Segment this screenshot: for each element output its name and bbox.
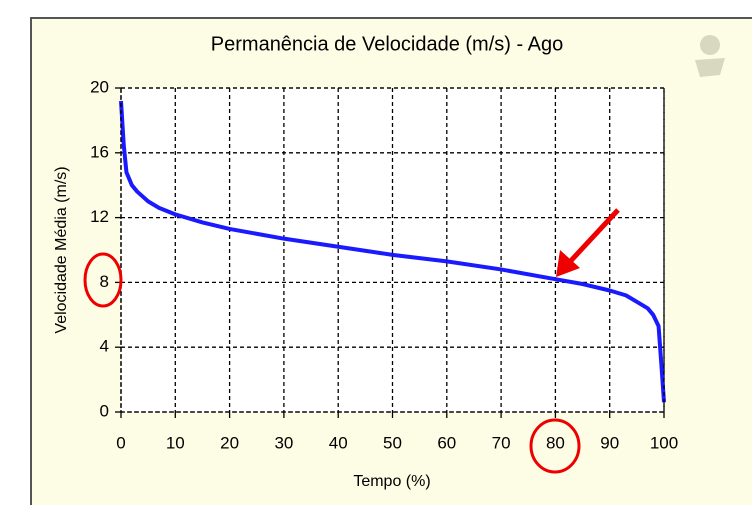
y-axis-label: Velocidade Média (m/s) (53, 166, 70, 333)
x-axis-label: Tempo (%) (353, 473, 430, 490)
data-line (119, 100, 666, 403)
logo (695, 35, 725, 77)
highlight-circle (83, 252, 123, 308)
x-tick-label: 60 (437, 433, 456, 452)
highlight-circle (529, 418, 581, 474)
y-tick-label: 8 (100, 272, 109, 291)
y-tick-label: 4 (100, 337, 109, 356)
x-tick-label: 10 (166, 433, 185, 452)
x-tick-label: 90 (600, 433, 619, 452)
x-tick-label: 0 (116, 433, 125, 452)
x-tick-label: 40 (329, 433, 348, 452)
x-tick-label: 100 (650, 433, 678, 452)
y-tick-label: 16 (90, 142, 109, 161)
x-tick-label: 80 (546, 433, 565, 452)
plot-frame (120, 87, 665, 413)
y-tick-label: 0 (100, 401, 109, 420)
arrow (556, 208, 620, 277)
y-tick-label: 12 (90, 207, 109, 226)
x-tick-label: 30 (274, 433, 293, 452)
x-tick-label: 20 (220, 433, 239, 452)
x-tick-label: 70 (492, 433, 511, 452)
chart-title: Permanência de Velocidade (m/s) - Ago (211, 33, 563, 55)
y-tick-label: 20 (90, 77, 109, 96)
x-tick-label: 50 (383, 433, 402, 452)
